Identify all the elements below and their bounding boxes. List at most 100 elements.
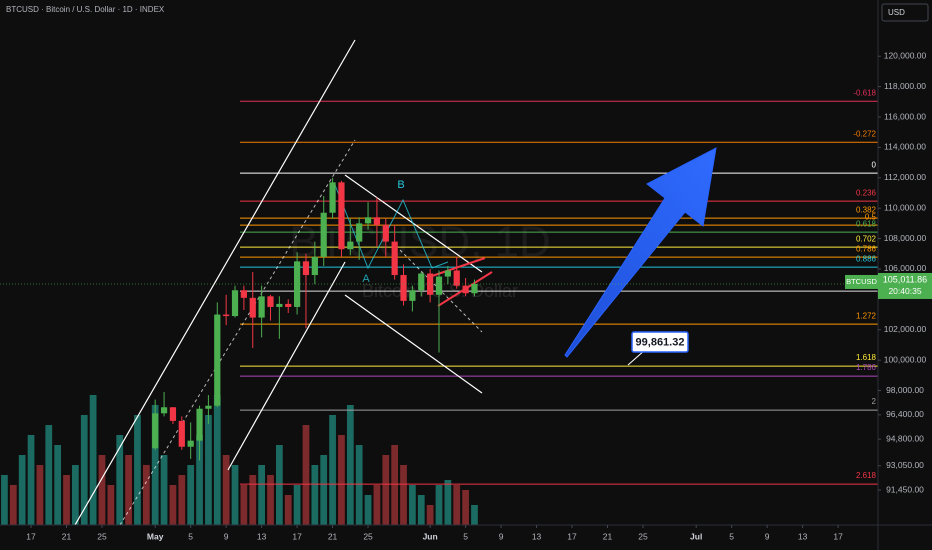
volume-bar bbox=[249, 475, 257, 525]
candle-body bbox=[391, 241, 398, 276]
volume-bar bbox=[471, 505, 478, 525]
x-tick-label: 25 bbox=[97, 531, 107, 541]
volume-bar bbox=[453, 485, 461, 525]
candle-body bbox=[267, 296, 274, 307]
volume-bar bbox=[116, 435, 124, 525]
callout-box bbox=[631, 331, 689, 353]
volume-bar bbox=[391, 445, 399, 525]
volume-bar bbox=[417, 495, 425, 525]
candle-body bbox=[258, 296, 265, 318]
candle-body bbox=[373, 217, 381, 225]
x-tick-label: 9 bbox=[765, 531, 770, 541]
fib-label: 1.618 bbox=[856, 353, 877, 362]
candle-body bbox=[338, 182, 345, 250]
volume-bar bbox=[160, 455, 168, 525]
y-tick-label: 98,000.00 bbox=[886, 385, 924, 395]
volume-bar bbox=[125, 455, 132, 525]
volume-bar bbox=[373, 485, 381, 525]
candle-body bbox=[205, 405, 212, 409]
wave-label: B bbox=[397, 179, 404, 191]
volume-bar bbox=[178, 475, 186, 525]
y-tick-label: 93,050.00 bbox=[886, 460, 924, 470]
volume-layer bbox=[1, 395, 478, 525]
volume-bar bbox=[98, 455, 106, 525]
volume-bar bbox=[426, 505, 434, 525]
y-tick-label: 110,000.00 bbox=[884, 202, 926, 212]
candle-body bbox=[249, 297, 256, 318]
fib-label: 1.786 bbox=[856, 363, 877, 372]
y-tick-label: 114,000.00 bbox=[884, 142, 926, 152]
volume-bar bbox=[400, 465, 407, 525]
y-tick-label: 108,000.00 bbox=[884, 233, 927, 243]
candle-body bbox=[178, 420, 185, 447]
candle-body bbox=[169, 407, 177, 421]
candle-body bbox=[382, 224, 389, 242]
volume-bar bbox=[320, 455, 328, 525]
candle-body bbox=[231, 290, 239, 317]
candle-body bbox=[364, 217, 372, 224]
volume-bar bbox=[267, 475, 274, 525]
fib-label: 1.272 bbox=[856, 311, 877, 320]
fib-label: 0.382 bbox=[856, 205, 877, 214]
drawings: 99,861.32 B A bbox=[74, 39, 717, 525]
volume-bar bbox=[444, 480, 452, 525]
volume-bar bbox=[222, 455, 230, 525]
volume-bar bbox=[27, 435, 35, 525]
fib-label: 0.786 bbox=[856, 244, 877, 253]
volume-bar bbox=[355, 445, 363, 525]
x-tick-label: Jul bbox=[690, 531, 702, 541]
x-tick-label: 17 bbox=[292, 531, 302, 541]
y-tick-label: 96,400.00 bbox=[886, 409, 924, 419]
candle-body bbox=[187, 440, 194, 447]
fib-label: 0.618 bbox=[856, 219, 877, 228]
candle-body bbox=[400, 275, 407, 301]
volume-bar bbox=[151, 405, 159, 525]
x-tick-label: 13 bbox=[798, 531, 808, 541]
candle-body bbox=[418, 273, 425, 291]
volume-bar bbox=[213, 395, 221, 525]
watermark-symbol: BTCUSD, 1D bbox=[289, 218, 551, 267]
y-tick-label: 100,000.00 bbox=[884, 354, 927, 364]
y-tick-label: 94,800.00 bbox=[886, 433, 924, 443]
volume-bar bbox=[187, 465, 195, 525]
candle-body bbox=[214, 314, 221, 406]
candle-body bbox=[471, 283, 478, 294]
candle-body bbox=[285, 303, 292, 307]
x-tick-label: 21 bbox=[62, 531, 72, 541]
candle-body bbox=[276, 303, 283, 307]
candle-body bbox=[347, 241, 354, 250]
currency-label: USD bbox=[888, 8, 905, 17]
volume-bar bbox=[18, 455, 26, 525]
y-tick-label: 102,000.00 bbox=[884, 324, 927, 334]
candle-body bbox=[152, 413, 159, 449]
candle-body bbox=[240, 290, 247, 298]
x-tick-label: 25 bbox=[638, 531, 648, 541]
down-channel-line bbox=[344, 294, 483, 394]
x-tick-label: 13 bbox=[0, 531, 1, 541]
volume-bar bbox=[45, 425, 53, 525]
fib-label: 0.702 bbox=[856, 234, 877, 243]
y-tick-label: 112,000.00 bbox=[884, 172, 926, 182]
candle-body bbox=[444, 270, 451, 277]
symbol-tag bbox=[845, 274, 878, 289]
x-tick-label: 5 bbox=[463, 531, 468, 541]
candle-body bbox=[453, 270, 460, 286]
volume-bar bbox=[89, 395, 97, 525]
y-tick-label: 118,000.00 bbox=[884, 81, 926, 91]
time-axis: 13 17 21 25 May 5 9 13 17 21 25 Jun 5 9 13 17 21 25 Jul 5 9 1… bbox=[0, 525, 843, 541]
volume-bar bbox=[364, 495, 372, 525]
x-tick-label: 17 bbox=[26, 531, 36, 541]
x-tick-label: 17 bbox=[567, 531, 577, 541]
candle-body bbox=[427, 273, 434, 295]
x-tick-label: 13 bbox=[532, 531, 542, 541]
volume-bar bbox=[338, 435, 345, 525]
channel-line bbox=[227, 261, 346, 471]
x-tick-label: 9 bbox=[224, 531, 229, 541]
x-tick-label: 21 bbox=[603, 531, 613, 541]
volume-bar bbox=[36, 465, 44, 525]
x-tick-label: 5 bbox=[729, 531, 734, 541]
y-tick-label: 106,000.00 bbox=[884, 263, 927, 273]
volume-bar bbox=[462, 490, 469, 525]
wave-label: A bbox=[362, 273, 370, 285]
